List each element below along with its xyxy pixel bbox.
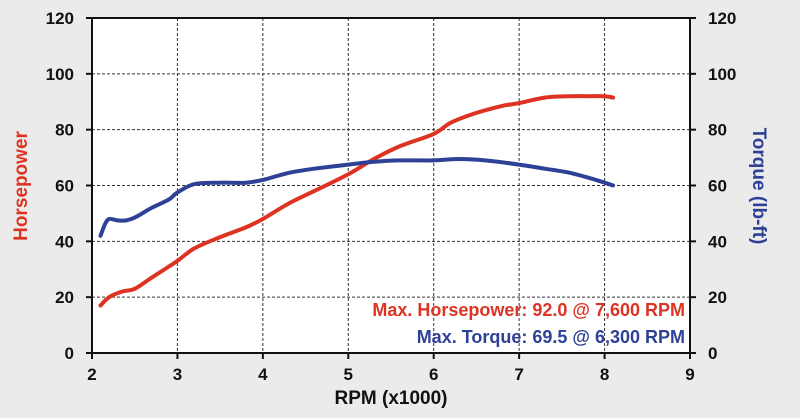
x-tick-label: 4 xyxy=(258,365,268,384)
right-y-tick-label: 120 xyxy=(708,9,736,28)
x-tick-label: 2 xyxy=(87,365,96,384)
right-y-tick-label: 40 xyxy=(708,232,727,251)
torque-series-line xyxy=(98,157,616,238)
left-y-tick-label: 120 xyxy=(46,9,74,28)
left-y-ticks: 0 20 40 60 80 100 120 xyxy=(46,9,92,363)
right-y-tick-label: 0 xyxy=(708,344,717,363)
series-lines xyxy=(98,94,616,308)
left-y-tick-label: 60 xyxy=(55,177,74,196)
right-y-ticks: 0 20 40 60 80 100 120 xyxy=(690,9,736,363)
x-tick-label: 9 xyxy=(685,365,694,384)
left-y-axis-label: Horsepower xyxy=(11,130,32,240)
gridlines xyxy=(92,18,690,353)
left-y-tick-label: 80 xyxy=(55,121,74,140)
x-tick-label: 5 xyxy=(344,365,353,384)
horsepower-series-line xyxy=(98,94,616,308)
plot-border xyxy=(91,17,691,354)
left-y-tick-label: 20 xyxy=(55,288,74,307)
x-tick-label: 7 xyxy=(514,365,523,384)
right-y-tick-label: 60 xyxy=(708,177,727,196)
x-tick-label: 6 xyxy=(429,365,438,384)
x-tick-label: 3 xyxy=(173,365,182,384)
right-y-tick-label: 100 xyxy=(708,65,736,84)
max-torque-annotation: Max. Torque: 69.5 @ 6,300 RPM xyxy=(417,327,685,347)
max-horsepower-annotation: Max. Horsepower: 92.0 @ 7,600 RPM xyxy=(372,300,685,320)
right-y-tick-label: 80 xyxy=(708,121,727,140)
right-y-tick-label: 20 xyxy=(708,288,727,307)
left-y-tick-label: 40 xyxy=(55,232,74,251)
x-ticks: 2 3 4 5 6 7 8 9 xyxy=(87,353,695,384)
left-y-tick-label: 0 xyxy=(65,344,74,363)
x-tick-label: 8 xyxy=(600,365,609,384)
left-y-tick-label: 100 xyxy=(46,65,74,84)
x-axis-label: RPM (x1000) xyxy=(335,388,448,409)
right-y-axis-label: Torque (lb-ft) xyxy=(748,128,769,245)
